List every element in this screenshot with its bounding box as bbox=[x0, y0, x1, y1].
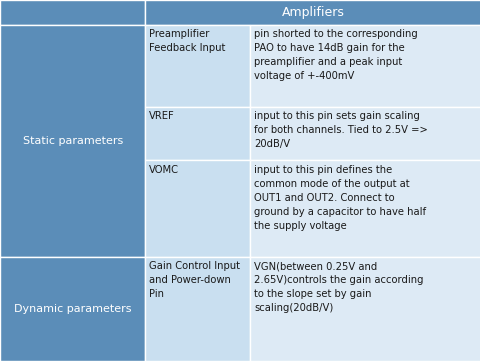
Bar bbox=[145, 257, 250, 361]
Bar bbox=[145, 107, 250, 160]
Bar bbox=[0, 0, 145, 25]
Bar bbox=[250, 257, 480, 361]
Bar bbox=[145, 160, 250, 257]
Text: VGN(between 0.25V and
2.65V)controls the gain according
to the slope set by gain: VGN(between 0.25V and 2.65V)controls the… bbox=[253, 261, 422, 313]
Bar bbox=[250, 25, 480, 107]
Text: Preamplifier
Feedback Input: Preamplifier Feedback Input bbox=[149, 29, 225, 53]
Text: Dynamic parameters: Dynamic parameters bbox=[14, 304, 131, 314]
Text: Static parameters: Static parameters bbox=[23, 136, 122, 146]
Bar bbox=[0, 25, 145, 257]
Text: VOMC: VOMC bbox=[149, 165, 179, 175]
Bar bbox=[250, 160, 480, 257]
Text: VREF: VREF bbox=[149, 111, 175, 121]
Bar bbox=[250, 107, 480, 160]
Text: pin shorted to the corresponding
PAO to have 14dB gain for the
preamplifier and : pin shorted to the corresponding PAO to … bbox=[253, 29, 417, 81]
Bar bbox=[0, 257, 145, 361]
Bar bbox=[145, 0, 480, 25]
Bar bbox=[145, 25, 250, 107]
Text: input to this pin defines the
common mode of the output at
OUT1 and OUT2. Connec: input to this pin defines the common mod… bbox=[253, 165, 425, 231]
Text: input to this pin sets gain scaling
for both channels. Tied to 2.5V =>
20dB/V: input to this pin sets gain scaling for … bbox=[253, 111, 427, 149]
Text: Amplifiers: Amplifiers bbox=[281, 6, 344, 19]
Text: Gain Control Input
and Power-down
Pin: Gain Control Input and Power-down Pin bbox=[149, 261, 240, 299]
